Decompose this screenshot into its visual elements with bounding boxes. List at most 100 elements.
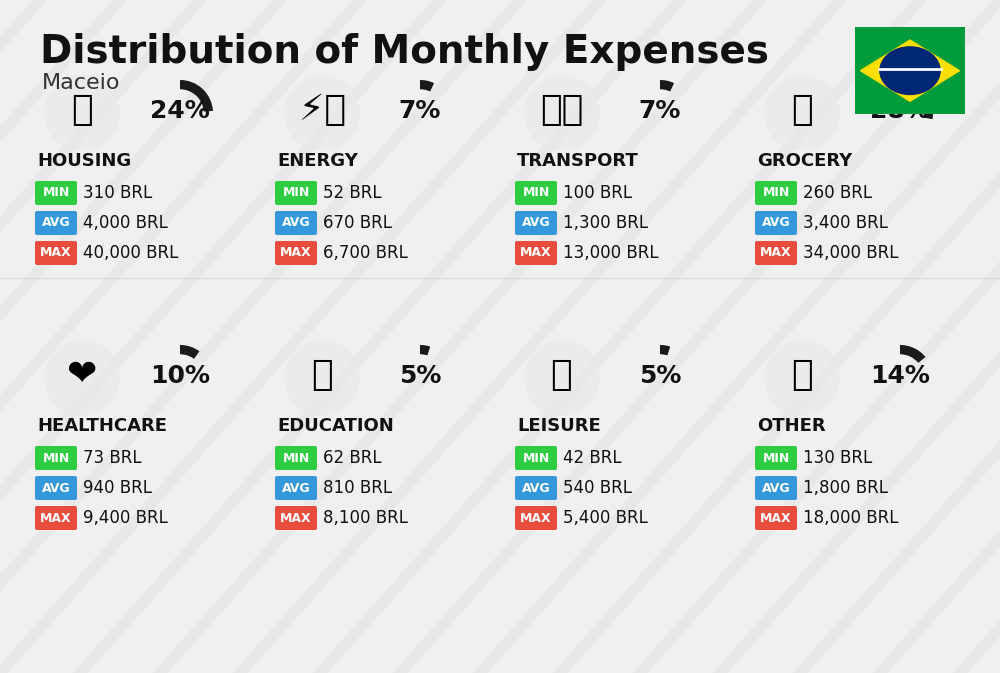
Circle shape xyxy=(44,75,120,151)
Text: 62 BRL: 62 BRL xyxy=(323,449,382,467)
Text: GROCERY: GROCERY xyxy=(757,152,852,170)
Circle shape xyxy=(284,75,360,151)
Wedge shape xyxy=(660,80,674,92)
Text: MAX: MAX xyxy=(760,511,792,524)
Text: 18,000 BRL: 18,000 BRL xyxy=(803,509,898,527)
Text: 5,400 BRL: 5,400 BRL xyxy=(563,509,648,527)
Text: Maceio: Maceio xyxy=(42,73,120,93)
Text: AVG: AVG xyxy=(522,481,550,495)
Text: AVG: AVG xyxy=(42,217,70,229)
Text: 940 BRL: 940 BRL xyxy=(83,479,152,497)
Circle shape xyxy=(284,340,360,416)
Circle shape xyxy=(879,46,941,95)
Wedge shape xyxy=(900,80,933,119)
Text: MAX: MAX xyxy=(520,246,552,260)
Text: 🏢: 🏢 xyxy=(71,93,93,127)
Text: 1,800 BRL: 1,800 BRL xyxy=(803,479,888,497)
FancyBboxPatch shape xyxy=(35,181,77,205)
Text: EDUCATION: EDUCATION xyxy=(277,417,394,435)
Text: 13,000 BRL: 13,000 BRL xyxy=(563,244,659,262)
Text: 260 BRL: 260 BRL xyxy=(803,184,872,202)
Text: AVG: AVG xyxy=(762,217,790,229)
Wedge shape xyxy=(180,80,213,112)
Text: 540 BRL: 540 BRL xyxy=(563,479,632,497)
Text: 🛍️: 🛍️ xyxy=(551,358,573,392)
Wedge shape xyxy=(900,345,925,363)
FancyBboxPatch shape xyxy=(275,241,317,265)
FancyBboxPatch shape xyxy=(515,446,557,470)
Text: LEISURE: LEISURE xyxy=(517,417,601,435)
Text: 24%: 24% xyxy=(150,99,210,123)
Text: 100 BRL: 100 BRL xyxy=(563,184,632,202)
FancyBboxPatch shape xyxy=(515,506,557,530)
Wedge shape xyxy=(420,80,434,92)
FancyBboxPatch shape xyxy=(755,181,797,205)
Text: 🛒: 🛒 xyxy=(791,93,813,127)
Wedge shape xyxy=(420,80,434,92)
FancyBboxPatch shape xyxy=(35,476,77,500)
Text: 👛: 👛 xyxy=(791,358,813,392)
FancyBboxPatch shape xyxy=(755,446,797,470)
FancyBboxPatch shape xyxy=(755,506,797,530)
Text: HOUSING: HOUSING xyxy=(37,152,131,170)
Text: MAX: MAX xyxy=(40,246,72,260)
Text: 73 BRL: 73 BRL xyxy=(83,449,142,467)
Text: MIN: MIN xyxy=(282,452,310,464)
Text: TRANSPORT: TRANSPORT xyxy=(517,152,639,170)
Circle shape xyxy=(44,340,120,416)
Text: 130 BRL: 130 BRL xyxy=(803,449,872,467)
Text: 🚌🚗: 🚌🚗 xyxy=(540,93,584,127)
Text: MIN: MIN xyxy=(762,452,790,464)
Text: ⚡🏠: ⚡🏠 xyxy=(298,93,346,127)
Text: 40,000 BRL: 40,000 BRL xyxy=(83,244,178,262)
Text: MAX: MAX xyxy=(280,511,312,524)
FancyBboxPatch shape xyxy=(275,211,317,235)
Text: 3,400 BRL: 3,400 BRL xyxy=(803,214,888,232)
Wedge shape xyxy=(420,345,430,355)
Wedge shape xyxy=(180,345,199,359)
Wedge shape xyxy=(660,345,670,355)
FancyBboxPatch shape xyxy=(515,181,557,205)
Text: MAX: MAX xyxy=(280,246,312,260)
Text: Distribution of Monthly Expenses: Distribution of Monthly Expenses xyxy=(40,33,769,71)
FancyBboxPatch shape xyxy=(275,476,317,500)
Circle shape xyxy=(764,340,840,416)
Text: 7%: 7% xyxy=(399,99,441,123)
Text: AVG: AVG xyxy=(282,481,310,495)
FancyBboxPatch shape xyxy=(755,241,797,265)
Text: 10%: 10% xyxy=(150,364,210,388)
Text: 5%: 5% xyxy=(399,364,441,388)
Text: 8,100 BRL: 8,100 BRL xyxy=(323,509,408,527)
Text: MIN: MIN xyxy=(762,186,790,199)
Text: 310 BRL: 310 BRL xyxy=(83,184,152,202)
Text: 6,700 BRL: 6,700 BRL xyxy=(323,244,408,262)
Text: MIN: MIN xyxy=(282,186,310,199)
Wedge shape xyxy=(420,345,430,355)
Wedge shape xyxy=(900,345,925,363)
Text: 34,000 BRL: 34,000 BRL xyxy=(803,244,898,262)
Circle shape xyxy=(524,340,600,416)
Wedge shape xyxy=(660,80,674,92)
FancyBboxPatch shape xyxy=(275,506,317,530)
Polygon shape xyxy=(860,40,960,102)
FancyBboxPatch shape xyxy=(515,211,557,235)
Text: MIN: MIN xyxy=(42,452,70,464)
FancyBboxPatch shape xyxy=(35,446,77,470)
Text: AVG: AVG xyxy=(282,217,310,229)
Text: AVG: AVG xyxy=(42,481,70,495)
Circle shape xyxy=(524,75,600,151)
Text: 4,000 BRL: 4,000 BRL xyxy=(83,214,168,232)
FancyBboxPatch shape xyxy=(35,506,77,530)
Text: 1,300 BRL: 1,300 BRL xyxy=(563,214,648,232)
FancyBboxPatch shape xyxy=(275,446,317,470)
Text: MAX: MAX xyxy=(520,511,552,524)
Wedge shape xyxy=(660,345,670,355)
Text: 810 BRL: 810 BRL xyxy=(323,479,392,497)
Text: 52 BRL: 52 BRL xyxy=(323,184,382,202)
FancyBboxPatch shape xyxy=(35,211,77,235)
Text: OTHER: OTHER xyxy=(757,417,826,435)
Text: 28%: 28% xyxy=(870,99,930,123)
Circle shape xyxy=(764,75,840,151)
Text: MIN: MIN xyxy=(42,186,70,199)
Text: 🎓: 🎓 xyxy=(311,358,333,392)
